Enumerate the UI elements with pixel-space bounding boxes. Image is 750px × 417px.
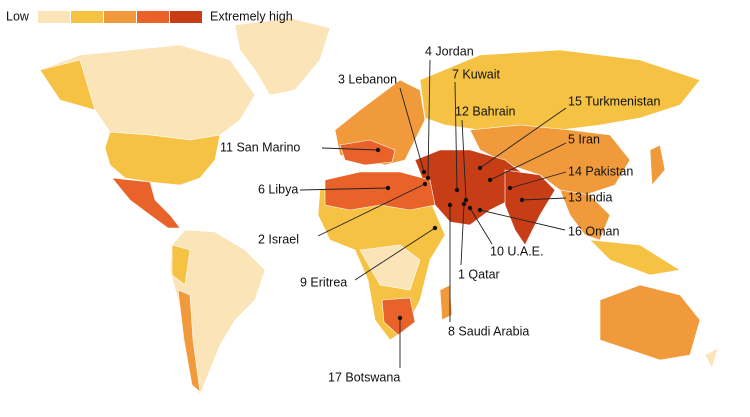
country-label: 13 India (568, 190, 613, 204)
legend-swatch (38, 11, 70, 23)
labels: 4 Jordan 7 Kuwait 3 Lebanon 12 Bahrain 15 Tu… (220, 44, 660, 384)
country-dot (519, 197, 525, 203)
country-label: 9 Eritrea (300, 275, 347, 289)
leader-line (321, 147, 379, 151)
legend-high: Extremely high (210, 9, 293, 23)
country-dot (454, 187, 460, 193)
country-dot (422, 181, 428, 187)
leader-line (427, 59, 431, 179)
country-label: 2 Israel (258, 232, 299, 246)
leader-line (469, 207, 493, 245)
country-dot (421, 169, 427, 175)
country-label: 10 U.A.E. (490, 244, 544, 258)
country-dot (467, 205, 473, 211)
country-label: 16 Oman (568, 224, 619, 238)
country-label: 4 Jordan (425, 44, 474, 58)
legend-swatch (170, 11, 202, 23)
country-label: 7 Kuwait (452, 67, 500, 81)
leader-line (479, 209, 566, 231)
land (39, 17, 719, 396)
leader-line (299, 187, 389, 191)
country-label: 1 Qatar (458, 267, 500, 281)
country-label: 6 Libya (258, 182, 298, 196)
country-dot (385, 185, 391, 191)
country-label: 15 Turkmenistan (568, 94, 660, 108)
leader-line (479, 107, 567, 169)
leader-line (317, 183, 426, 237)
leader-line (399, 87, 425, 173)
legend-swatch (137, 11, 169, 23)
country-label: 5 Iran (568, 132, 600, 146)
leader-line (454, 81, 458, 191)
country-dot (397, 315, 403, 321)
legend: Low Extremely high (6, 9, 293, 23)
country-label: 17 Botswana (328, 370, 400, 384)
legend-swatch (104, 11, 136, 23)
country-dot (425, 175, 431, 181)
country-dot (477, 165, 483, 171)
legend-low: Low (6, 9, 30, 23)
country-label: 12 Bahrain (455, 104, 516, 118)
country-dot (447, 202, 453, 208)
country-dot (463, 197, 469, 203)
leader-line (461, 119, 467, 201)
leader-line (460, 203, 465, 266)
leader-line (354, 227, 436, 281)
country-dot (507, 185, 513, 191)
country-dot (375, 147, 381, 153)
country-label: 3 Lebanon (338, 72, 397, 86)
country-label: 14 Pakistan (568, 164, 633, 178)
legend-swatch (71, 11, 103, 23)
country-dot (432, 225, 438, 231)
country-label: 8 Saudi Arabia (448, 324, 529, 338)
country-dot (461, 201, 467, 207)
leader-line (489, 142, 567, 181)
leader-line (521, 197, 567, 201)
country-dot (487, 177, 493, 183)
leader-line (509, 171, 567, 189)
country-label: 11 San Marino (220, 140, 300, 154)
country-dot (477, 207, 483, 213)
